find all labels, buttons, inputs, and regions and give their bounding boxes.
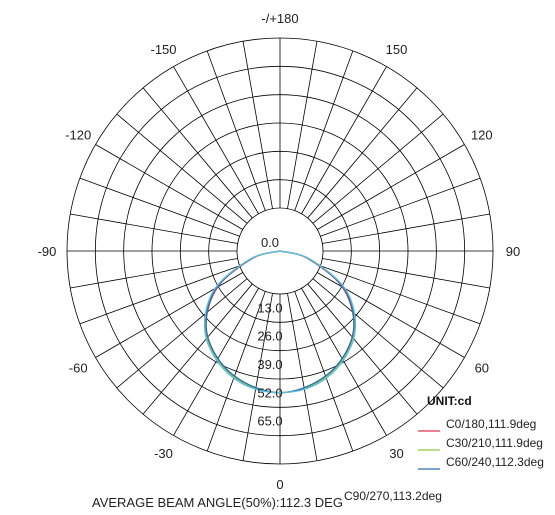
radial-tick-label: 26.0: [257, 329, 282, 344]
legend-entry: C0/180,111.9deg: [446, 417, 536, 431]
grid-ring: [208, 179, 352, 323]
radial-tick-label: 13.0: [257, 300, 282, 315]
average-beam-angle-footer: AVERAGE BEAM ANGLE(50%):112.3 DEG: [92, 495, 343, 510]
angle-label: -120: [65, 128, 91, 143]
angle-label: 150: [386, 42, 408, 57]
angle-label: 120: [471, 128, 493, 143]
angle-label: 0: [276, 477, 283, 492]
angle-label: -60: [69, 361, 88, 376]
radial-tick-label: 65.0: [257, 414, 282, 429]
angle-label: 90: [506, 244, 520, 259]
grid-ring: [94, 65, 466, 437]
unit-label: UNIT:cd: [427, 394, 472, 408]
polar-grid: [66, 37, 494, 465]
legend-entry: C30/210,111.9deg: [446, 436, 543, 450]
angle-label: 30: [389, 446, 403, 461]
grid-ring: [151, 122, 409, 380]
angle-label: 60: [475, 361, 489, 376]
angle-labels: -/+180 150 -150 120 -120 90 -90 60 -60 30 -30 0: [38, 11, 521, 492]
radial-tick-label: 39.0: [257, 357, 282, 372]
angle-label: -150: [150, 42, 176, 57]
legend-entry: C60/240,112.3deg: [446, 455, 544, 469]
grid-ring: [66, 37, 494, 465]
radial-tick-label: 0.0: [261, 235, 279, 250]
angle-label: -/+180: [261, 11, 298, 26]
radial-tick-label: 52.0: [257, 385, 282, 400]
grid-ring: [123, 94, 437, 408]
series-curves: [203, 250, 357, 394]
legend-entry: C90/270,113.2deg: [344, 489, 442, 503]
angle-label: -90: [38, 244, 57, 259]
angle-label: -30: [154, 446, 173, 461]
grid-ring: [179, 150, 381, 352]
series-curve-3: [203, 250, 357, 394]
radial-tick-labels: 0.0 13.0 26.0 39.0 52.0 65.0: [257, 235, 282, 429]
legend: UNIT:cd C0/180,111.9deg C30/210,111.9deg C…: [344, 394, 544, 503]
